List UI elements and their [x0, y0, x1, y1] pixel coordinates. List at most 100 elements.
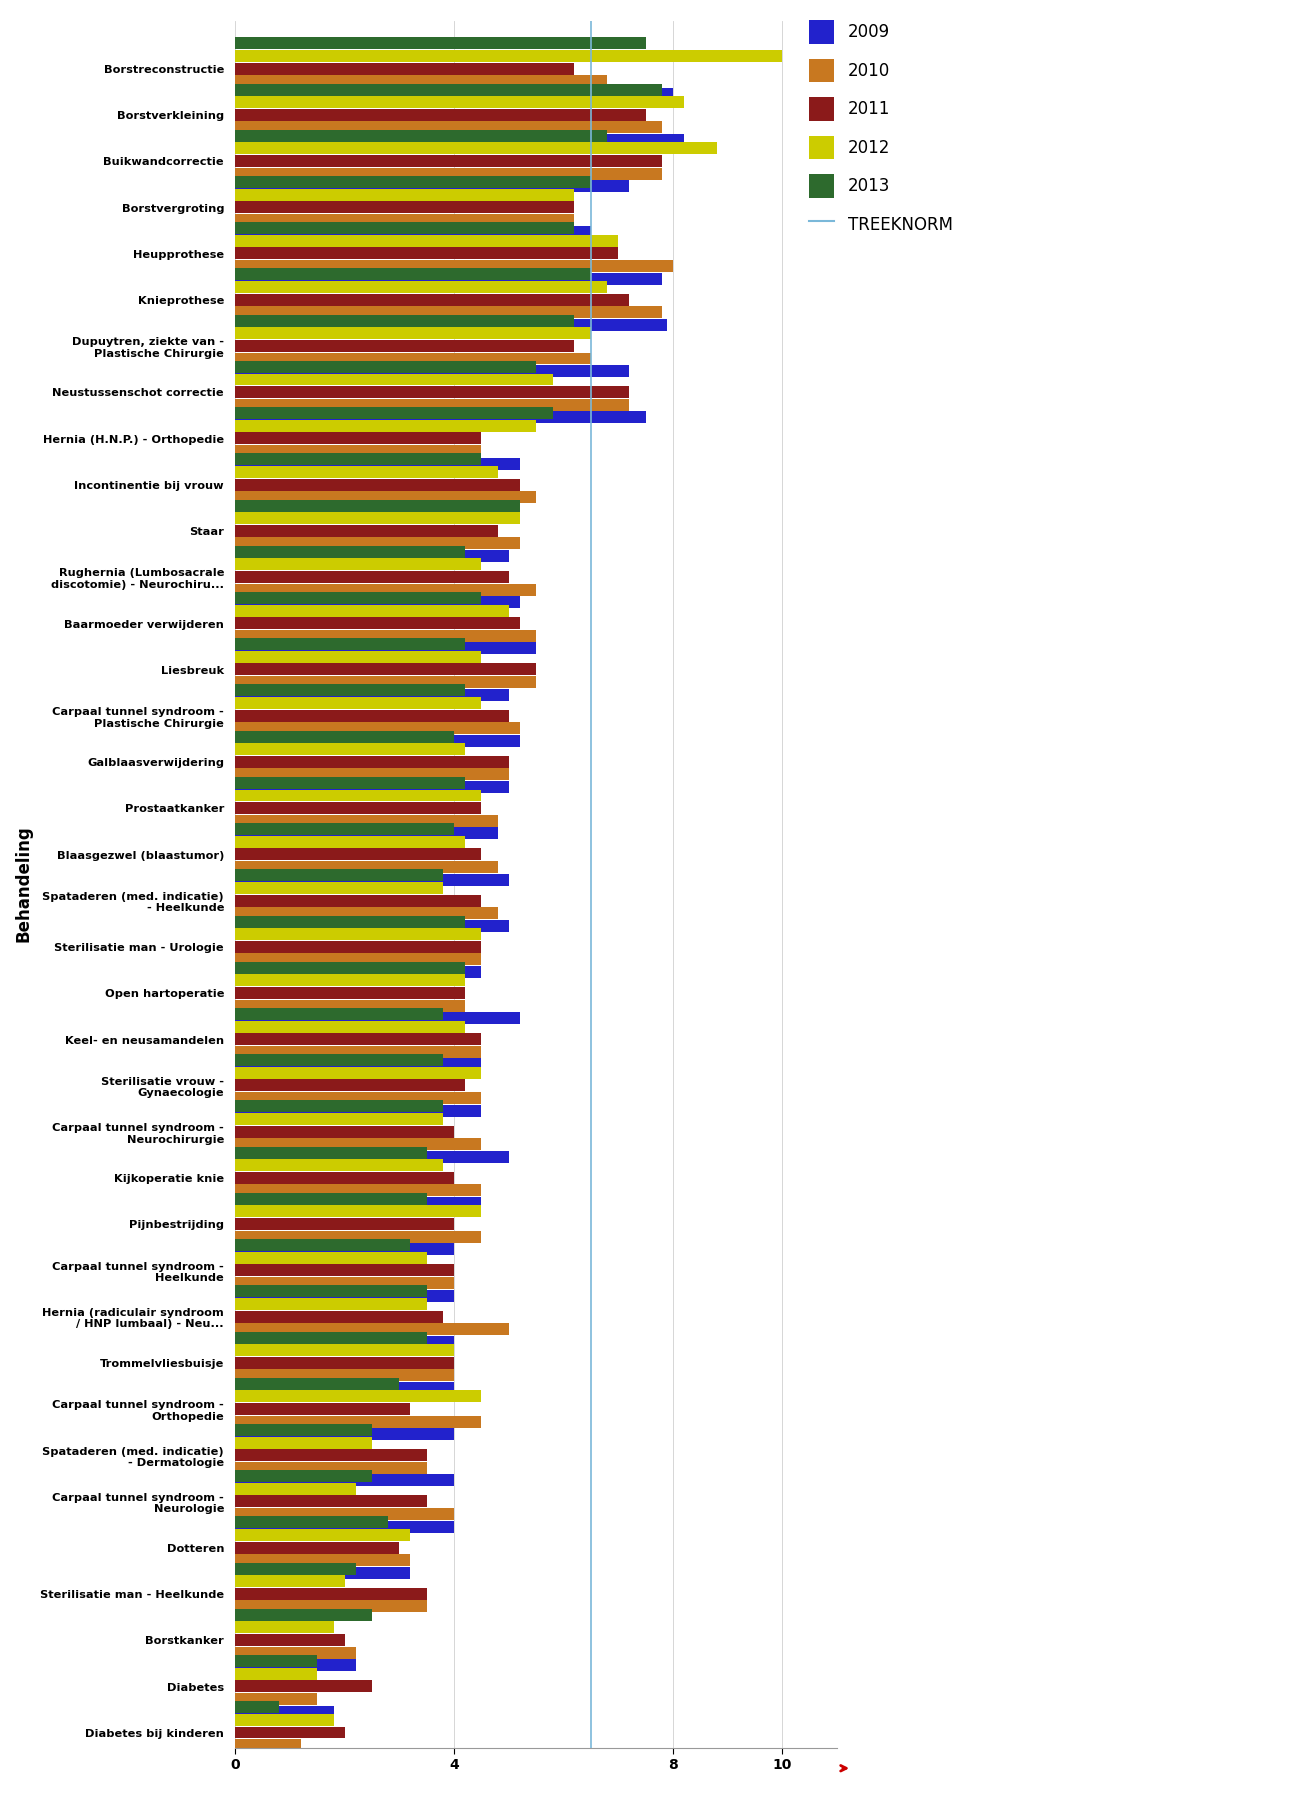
- Bar: [235, 756, 509, 767]
- Bar: [235, 722, 520, 735]
- Bar: [235, 1032, 482, 1045]
- Bar: [235, 630, 536, 643]
- Bar: [235, 1045, 482, 1058]
- Bar: [235, 1693, 317, 1706]
- Bar: [235, 1634, 344, 1646]
- Bar: [235, 1601, 426, 1612]
- Legend: 2009, 2010, 2011, 2012, 2013, TREEKNORM: 2009, 2010, 2011, 2012, 2013, TREEKNORM: [801, 11, 961, 245]
- Bar: [235, 1415, 482, 1428]
- Bar: [235, 1702, 279, 1713]
- Bar: [235, 121, 662, 134]
- Bar: [235, 478, 520, 491]
- Bar: [235, 1013, 520, 1023]
- Bar: [235, 1424, 372, 1437]
- Bar: [235, 1114, 443, 1125]
- Bar: [235, 870, 443, 881]
- Y-axis label: Behandeling: Behandeling: [16, 825, 32, 942]
- Bar: [235, 551, 509, 561]
- Bar: [235, 1402, 410, 1415]
- Bar: [235, 1740, 301, 1751]
- Bar: [235, 226, 591, 238]
- Bar: [235, 731, 455, 742]
- Bar: [235, 51, 782, 61]
- Bar: [235, 874, 509, 886]
- Bar: [235, 861, 498, 874]
- Bar: [235, 1184, 482, 1197]
- Bar: [235, 1567, 410, 1579]
- Bar: [235, 1264, 455, 1276]
- Bar: [235, 446, 482, 457]
- Bar: [235, 1727, 344, 1738]
- Bar: [235, 1231, 482, 1242]
- Bar: [235, 1370, 455, 1381]
- Bar: [235, 38, 646, 49]
- Bar: [235, 1171, 455, 1184]
- Bar: [235, 1576, 344, 1587]
- Bar: [235, 180, 629, 191]
- Bar: [235, 273, 662, 285]
- Bar: [235, 1092, 482, 1105]
- Bar: [235, 1251, 426, 1264]
- Bar: [235, 314, 574, 327]
- Bar: [235, 1646, 356, 1659]
- Bar: [235, 1475, 455, 1486]
- Bar: [235, 1390, 482, 1402]
- Bar: [235, 200, 574, 213]
- Bar: [235, 63, 574, 74]
- Bar: [235, 282, 607, 292]
- Bar: [235, 1437, 372, 1449]
- Bar: [235, 143, 717, 155]
- Bar: [235, 247, 618, 260]
- Bar: [235, 319, 668, 330]
- Bar: [235, 962, 465, 973]
- Bar: [235, 895, 482, 906]
- Bar: [235, 168, 662, 181]
- Bar: [235, 1152, 509, 1162]
- Bar: [235, 374, 552, 386]
- Bar: [235, 1383, 455, 1393]
- Bar: [235, 213, 574, 226]
- Bar: [235, 883, 443, 893]
- Bar: [235, 500, 520, 511]
- Bar: [235, 134, 683, 146]
- Bar: [235, 1588, 426, 1599]
- Bar: [235, 361, 536, 374]
- Bar: [235, 1139, 482, 1150]
- Bar: [235, 412, 646, 424]
- Bar: [235, 801, 482, 814]
- Bar: [235, 836, 465, 848]
- Bar: [235, 504, 520, 516]
- Bar: [235, 1126, 455, 1137]
- Bar: [235, 545, 465, 558]
- Bar: [235, 690, 509, 700]
- Bar: [235, 1323, 509, 1336]
- Bar: [235, 421, 536, 431]
- Bar: [235, 339, 574, 352]
- Bar: [235, 1462, 426, 1473]
- Bar: [235, 1079, 465, 1092]
- Bar: [235, 327, 591, 339]
- Bar: [235, 1484, 356, 1495]
- Bar: [235, 643, 536, 655]
- Bar: [235, 1563, 356, 1574]
- Bar: [235, 776, 465, 789]
- Bar: [235, 1285, 426, 1298]
- Bar: [235, 1706, 334, 1718]
- Bar: [235, 1000, 465, 1011]
- Bar: [235, 408, 552, 419]
- Bar: [235, 823, 455, 836]
- Bar: [235, 677, 536, 688]
- Bar: [235, 1193, 426, 1206]
- Bar: [235, 953, 482, 966]
- Bar: [235, 1336, 455, 1348]
- Bar: [235, 782, 509, 792]
- Bar: [235, 491, 536, 504]
- Bar: [235, 617, 520, 630]
- Bar: [235, 386, 629, 399]
- Bar: [235, 583, 536, 596]
- Bar: [235, 652, 482, 662]
- Bar: [235, 1520, 455, 1532]
- Bar: [235, 1529, 410, 1541]
- Bar: [235, 155, 662, 168]
- Bar: [235, 1218, 455, 1229]
